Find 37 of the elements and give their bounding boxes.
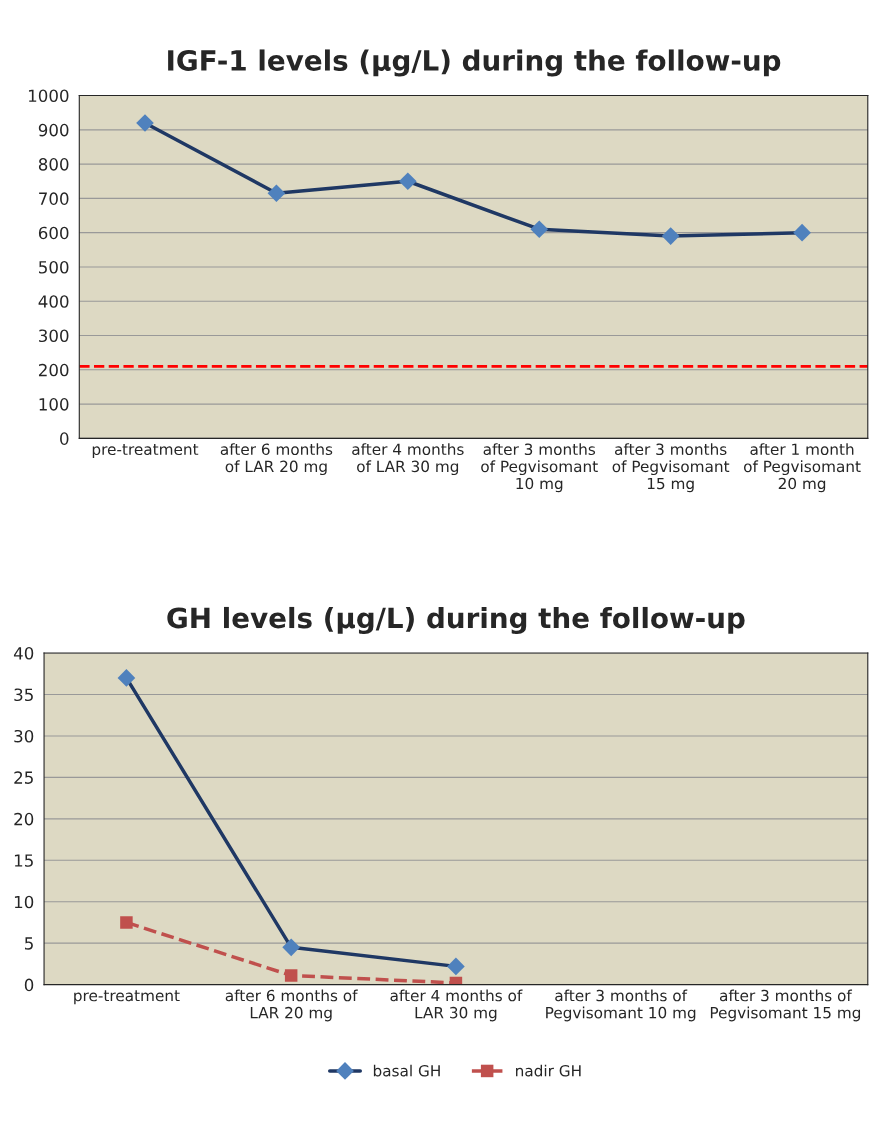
y-tick-label: 900 <box>38 123 69 137</box>
y-tick-label: 30 <box>14 729 34 743</box>
x-tick-label: after 4 months of LAR 30 mg <box>390 989 523 1022</box>
y-tick-label: 200 <box>38 363 69 377</box>
legend-label: basal GH <box>373 1064 440 1077</box>
y-tick-label: 500 <box>39 260 69 274</box>
x-tick-label: after 3 months of Pegvisomant 10 mg <box>546 989 696 1022</box>
y-tick-label: 20 <box>14 812 34 826</box>
x-tick-label: after 4 months of LAR 30 mg <box>352 443 464 476</box>
y-tick-label: 700 <box>39 192 69 205</box>
y-tick-label: 400 <box>38 295 69 308</box>
y-tick-label: 40 <box>13 647 34 660</box>
x-tick-label: pre-treatment <box>74 990 180 1005</box>
point <box>284 969 298 982</box>
y-tick-label: 1000 <box>28 89 69 103</box>
x-tick-label: after 6 months of LAR 20 mg <box>220 443 333 476</box>
y-tick-label: 25 <box>14 771 33 784</box>
x-tick-label: pre-treatment <box>92 444 199 459</box>
y-tick-label: 0 <box>24 978 34 992</box>
x-tick-label: after 3 months of Pegvisomant 10 mg <box>481 443 598 493</box>
y-tick-label: 300 <box>39 329 69 343</box>
y-tick-label: 0 <box>60 432 69 445</box>
y-tick-label: 15 <box>14 854 33 867</box>
point <box>120 916 133 929</box>
legend-label: nadir GH <box>516 1064 581 1077</box>
chart-title: GH levels (µg/L) during the follow-up <box>167 606 745 635</box>
x-tick-label: after 3 months of Pegvisomant 15 mg <box>710 989 861 1022</box>
y-tick-label: 600 <box>38 226 69 240</box>
x-tick-label: after 3 months of Pegvisomant 15 mg <box>612 443 730 493</box>
y-tick-label: 100 <box>39 398 69 411</box>
x-tick-label: after 6 months of LAR 20 mg <box>225 989 358 1022</box>
chart-title: IGF-1 levels (µg/L) during the follow-up <box>168 49 781 77</box>
x-tick-label: after 1 month of Pegvisomant 20 mg <box>744 443 861 493</box>
y-tick-label: 10 <box>14 895 34 909</box>
y-tick-label: 5 <box>25 937 33 950</box>
y-tick-label: 35 <box>14 688 33 702</box>
y-tick-label: 800 <box>38 158 69 171</box>
